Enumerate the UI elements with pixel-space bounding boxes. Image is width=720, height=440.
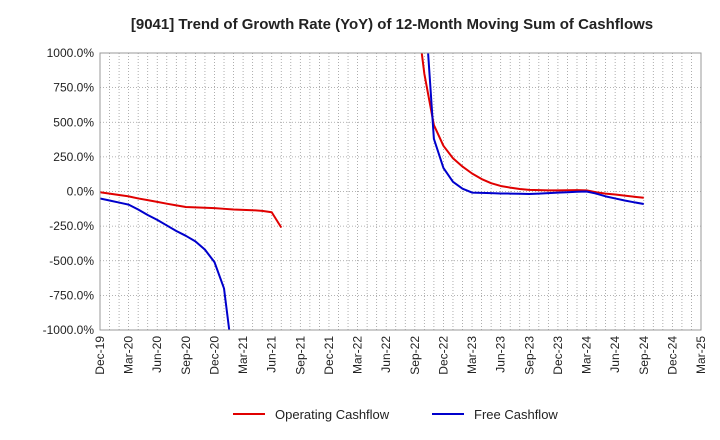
x-tick-label: Sep-21: [293, 336, 307, 375]
x-tick-label: Jun-24: [608, 336, 622, 373]
plot-frame: [99, 52, 702, 331]
y-tick-label: -1000.0%: [43, 323, 95, 337]
y-axis: 1000.0% 750.0% 500.0% 250.0% 0.0% -250.0% -500…: [43, 46, 95, 337]
x-tick-label: Dec-19: [93, 336, 107, 375]
x-tick-label: Mar-20: [122, 336, 136, 374]
y-tick-label: 250.0%: [53, 150, 94, 164]
series-line-operating-cashflow-2: [420, 53, 644, 199]
x-tick-label: Sep-23: [522, 336, 536, 375]
grid: [100, 52, 701, 331]
legend-label: Free Cashflow: [474, 407, 558, 422]
y-tick-label: 500.0%: [53, 115, 94, 129]
x-axis: Dec-19 Mar-20 Jun-20 Sep-20 Dec-20 Mar-21 Jun-…: [93, 336, 708, 375]
x-tick-label: Mar-25: [694, 336, 708, 374]
series-line-operating-cashflow-1: [100, 191, 283, 229]
x-tick-label: Mar-22: [351, 336, 365, 374]
y-tick-label: -750.0%: [49, 288, 94, 302]
x-tick-label: Dec-22: [436, 336, 450, 375]
y-tick-label: 1000.0%: [47, 46, 95, 60]
chart-title: [9041] Trend of Growth Rate (YoY) of 12-…: [131, 16, 653, 33]
x-tick-label: Jun-23: [494, 336, 508, 373]
x-tick-label: Dec-21: [322, 336, 336, 375]
x-tick-label: Sep-20: [179, 336, 193, 375]
series-layer: [100, 53, 644, 330]
y-tick-label: 0.0%: [67, 185, 95, 199]
x-tick-label: Jun-22: [379, 336, 393, 373]
x-tick-label: Sep-24: [637, 336, 651, 375]
x-tick-label: Dec-23: [551, 336, 565, 375]
x-tick-label: Dec-20: [207, 336, 221, 375]
series-line-free-cashflow-1: [100, 197, 231, 330]
x-tick-label: Mar-24: [580, 336, 594, 374]
x-tick-label: Dec-24: [665, 336, 679, 375]
x-tick-label: Sep-22: [408, 336, 422, 375]
legend-label: Operating Cashflow: [275, 407, 390, 422]
x-tick-label: Jun-21: [265, 336, 279, 373]
y-tick-label: -250.0%: [49, 219, 94, 233]
x-tick-label: Mar-21: [236, 336, 250, 374]
legend: Operating Cashflow Free Cashflow: [233, 407, 558, 422]
series-line-free-cashflow-2: [427, 53, 644, 205]
x-tick-label: Jun-20: [150, 336, 164, 373]
x-tick-label: Mar-23: [465, 336, 479, 374]
y-tick-label: -500.0%: [49, 254, 94, 268]
y-tick-label: 750.0%: [53, 81, 94, 95]
